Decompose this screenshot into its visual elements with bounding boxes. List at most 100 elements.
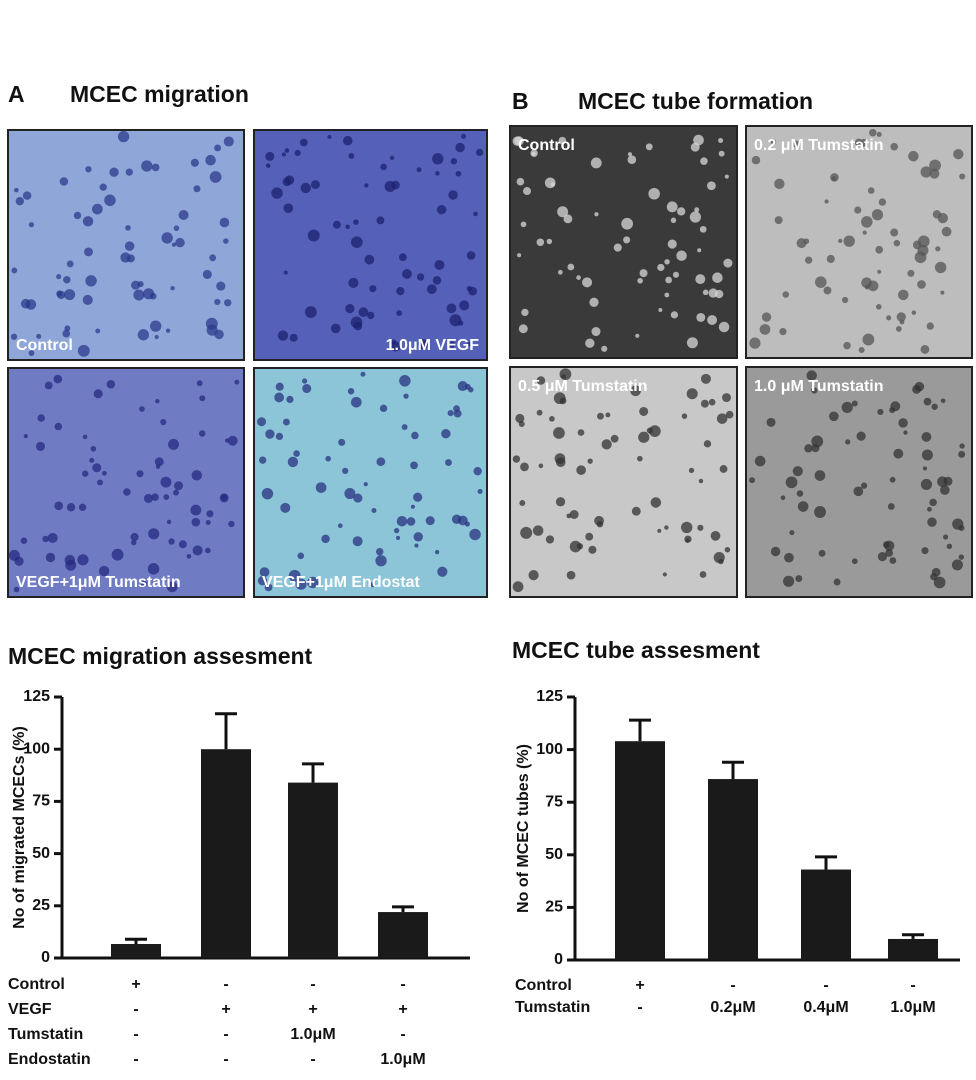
y-tick-label: 25 bbox=[545, 899, 563, 916]
cell bbox=[917, 235, 930, 248]
cell bbox=[530, 149, 538, 157]
cell bbox=[295, 578, 307, 590]
bar bbox=[888, 938, 938, 960]
cell bbox=[347, 388, 355, 395]
cell bbox=[536, 376, 546, 385]
cell bbox=[536, 409, 543, 416]
cell bbox=[366, 311, 375, 320]
cell bbox=[342, 467, 349, 474]
cell bbox=[353, 219, 359, 225]
cell bbox=[54, 501, 64, 511]
cell bbox=[917, 280, 926, 289]
cell bbox=[943, 476, 953, 486]
cell bbox=[958, 525, 965, 532]
cell bbox=[139, 406, 145, 412]
treatment-label: + bbox=[635, 977, 644, 994]
cell bbox=[277, 330, 289, 341]
cell bbox=[300, 182, 311, 194]
cell bbox=[467, 341, 472, 347]
cell bbox=[623, 236, 631, 244]
cell bbox=[876, 131, 882, 137]
cell bbox=[864, 284, 870, 290]
cell bbox=[126, 254, 135, 263]
cell bbox=[958, 554, 965, 560]
cell bbox=[627, 155, 637, 165]
cell bbox=[53, 374, 63, 384]
cell bbox=[664, 259, 670, 265]
treatment-label: 1.0μM bbox=[380, 1051, 425, 1068]
cell bbox=[645, 143, 653, 151]
cell bbox=[890, 228, 899, 237]
cell bbox=[437, 566, 448, 577]
cell bbox=[590, 157, 602, 169]
cell bbox=[779, 327, 787, 336]
cell bbox=[390, 341, 401, 352]
cell bbox=[143, 493, 154, 504]
cell bbox=[47, 532, 58, 543]
cell bbox=[927, 517, 937, 527]
cell bbox=[92, 203, 103, 215]
cell bbox=[759, 324, 771, 335]
cell bbox=[959, 173, 966, 180]
cell bbox=[358, 307, 369, 318]
cell bbox=[591, 327, 601, 337]
cell bbox=[149, 320, 162, 332]
cell bbox=[432, 275, 442, 285]
cell bbox=[457, 320, 464, 326]
cell bbox=[85, 166, 92, 173]
cell bbox=[282, 177, 292, 187]
cell bbox=[82, 470, 89, 477]
cell bbox=[940, 485, 950, 495]
cell bbox=[722, 393, 731, 403]
cell bbox=[85, 275, 97, 287]
cell bbox=[62, 329, 71, 338]
cell bbox=[518, 421, 525, 428]
cell bbox=[95, 328, 101, 334]
cell bbox=[44, 381, 53, 390]
cell bbox=[558, 136, 567, 145]
cell bbox=[854, 206, 862, 214]
cell bbox=[751, 155, 761, 165]
treatment-label: - bbox=[223, 976, 228, 993]
cell bbox=[940, 290, 945, 295]
cell bbox=[133, 289, 145, 301]
cell bbox=[843, 341, 851, 350]
cell bbox=[259, 456, 267, 464]
micrograph bbox=[253, 129, 488, 361]
y-tick-label: 100 bbox=[536, 741, 563, 758]
y-tick-label: 75 bbox=[32, 793, 50, 810]
treatment-label: - bbox=[133, 1026, 138, 1043]
cell bbox=[343, 135, 353, 146]
cell bbox=[166, 581, 178, 593]
cell bbox=[958, 450, 966, 458]
cell bbox=[665, 276, 673, 284]
cell bbox=[173, 489, 180, 496]
cell bbox=[806, 370, 817, 381]
cell bbox=[783, 575, 795, 587]
cell bbox=[804, 444, 813, 453]
cell bbox=[517, 253, 522, 258]
cell bbox=[425, 516, 435, 526]
cell bbox=[670, 311, 679, 319]
cell bbox=[601, 439, 612, 450]
treatment-label: - bbox=[400, 976, 405, 993]
image-caption: 0.2 μM Tumstatin bbox=[754, 137, 884, 154]
panel-title: MCEC migration bbox=[70, 81, 249, 107]
cell bbox=[82, 294, 93, 305]
cell bbox=[224, 299, 232, 307]
cell bbox=[327, 134, 332, 139]
cell bbox=[154, 334, 159, 340]
cell bbox=[830, 173, 839, 182]
cell bbox=[931, 567, 941, 577]
cell bbox=[681, 413, 688, 419]
cell bbox=[455, 170, 462, 177]
cell bbox=[780, 495, 786, 501]
cell bbox=[664, 525, 669, 530]
cell bbox=[348, 277, 359, 288]
cell bbox=[219, 493, 229, 503]
cell bbox=[154, 457, 164, 467]
cell bbox=[166, 519, 172, 525]
cell bbox=[532, 525, 544, 536]
treatment-label: - bbox=[310, 976, 315, 993]
cell bbox=[718, 137, 724, 144]
